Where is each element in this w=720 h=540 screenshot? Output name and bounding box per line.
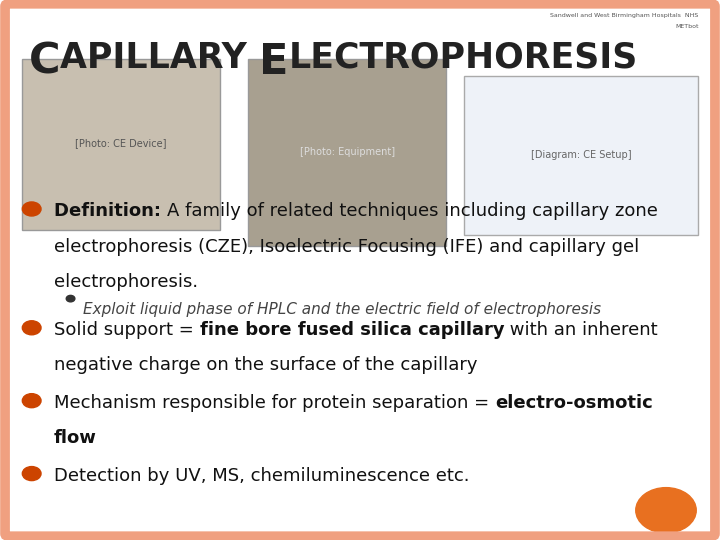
Circle shape xyxy=(22,394,41,408)
Circle shape xyxy=(636,488,696,533)
Text: electro-osmotic: electro-osmotic xyxy=(495,394,652,412)
Text: with an inherent: with an inherent xyxy=(504,321,658,339)
Text: fine bore fused silica capillary: fine bore fused silica capillary xyxy=(199,321,504,339)
Text: METbot: METbot xyxy=(675,24,698,29)
Text: [Diagram: CE Setup]: [Diagram: CE Setup] xyxy=(531,150,632,160)
Text: APILLARY: APILLARY xyxy=(60,40,259,75)
FancyBboxPatch shape xyxy=(248,59,446,246)
Text: Solid support =: Solid support = xyxy=(54,321,199,339)
Text: Detection by UV, MS, chemiluminescence etc.: Detection by UV, MS, chemiluminescence e… xyxy=(54,467,469,485)
Text: E: E xyxy=(259,40,289,83)
Circle shape xyxy=(22,202,41,216)
Text: Sandwell and West Birmingham Hospitals  NHS: Sandwell and West Birmingham Hospitals N… xyxy=(550,14,698,18)
Text: Mechanism responsible for protein separation =: Mechanism responsible for protein separa… xyxy=(54,394,495,412)
Text: [Photo: CE Device]: [Photo: CE Device] xyxy=(75,138,167,148)
Text: negative charge on the surface of the capillary: negative charge on the surface of the ca… xyxy=(54,356,477,374)
Circle shape xyxy=(22,467,41,481)
Text: Definition:: Definition: xyxy=(54,202,167,220)
Text: LECTROPHORESIS: LECTROPHORESIS xyxy=(289,40,638,75)
FancyBboxPatch shape xyxy=(22,59,220,230)
Text: C: C xyxy=(29,40,60,83)
Text: A family of related techniques including capillary zone: A family of related techniques including… xyxy=(167,202,658,220)
Text: flow: flow xyxy=(54,429,97,447)
Text: electrophoresis.: electrophoresis. xyxy=(54,273,198,291)
Text: electrophoresis (CZE), Isoelectric Focusing (IFE) and capillary gel: electrophoresis (CZE), Isoelectric Focus… xyxy=(54,238,639,255)
Circle shape xyxy=(22,321,41,335)
Text: Exploit liquid phase of HPLC and the electric field of electrophoresis: Exploit liquid phase of HPLC and the ele… xyxy=(83,302,601,318)
Text: [Photo: Equipment]: [Photo: Equipment] xyxy=(300,147,395,157)
Circle shape xyxy=(66,295,75,302)
FancyBboxPatch shape xyxy=(464,76,698,235)
